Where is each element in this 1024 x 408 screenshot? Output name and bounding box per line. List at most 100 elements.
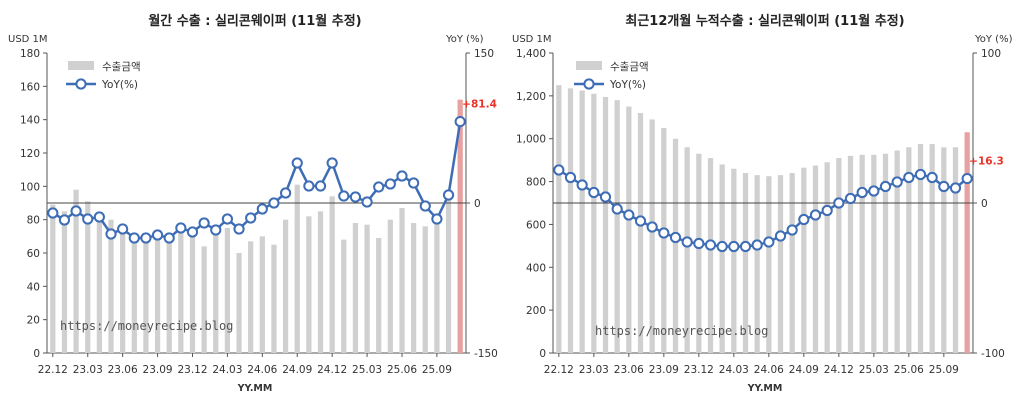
yoy-point <box>279 187 292 199</box>
chart-title: 월간 수출 : 실리콘웨이퍼 (11월 추정) <box>148 13 361 29</box>
bar <box>294 184 300 353</box>
data-label: +16.3 <box>969 156 1004 168</box>
left-tick-label: 160 <box>20 81 40 93</box>
yoy-point <box>373 181 385 193</box>
bar <box>824 162 830 353</box>
bar <box>317 211 324 353</box>
left-tick-label: 20 <box>27 315 40 327</box>
right-axis-unit: YoY (%) <box>445 34 484 45</box>
bar <box>672 138 679 353</box>
yoy-point <box>93 211 105 223</box>
yoy-point <box>233 223 245 235</box>
x-tick-label: 25.03 <box>352 364 382 376</box>
bar <box>882 153 889 353</box>
left-tick-label: 120 <box>20 148 40 160</box>
bar <box>929 144 935 353</box>
bar <box>248 241 254 353</box>
yoy-point <box>163 232 175 244</box>
left-tick-label: 0 <box>539 348 546 360</box>
yoy-point <box>821 204 833 217</box>
bar <box>61 211 68 353</box>
yoy-point <box>140 232 152 244</box>
yoy-point <box>798 213 810 226</box>
x-tick-label: 24.12 <box>824 364 854 376</box>
yoy-point <box>961 172 973 185</box>
left-tick-label: 80 <box>27 215 40 227</box>
yoy-point <box>47 207 59 219</box>
bar <box>224 228 231 353</box>
bar <box>789 173 795 353</box>
yoy-point <box>634 215 647 227</box>
bar <box>154 239 161 353</box>
bar <box>556 85 562 354</box>
yoy-point <box>58 214 71 226</box>
bar <box>579 90 585 353</box>
yoy-point <box>326 157 338 169</box>
yoy-point <box>716 240 728 253</box>
x-axis-title: YY.MM <box>237 383 273 394</box>
yoy-point <box>151 229 164 241</box>
x-tick-label: 22.12 <box>544 364 574 376</box>
yoy-point <box>693 237 705 250</box>
bar <box>411 223 417 353</box>
bar <box>801 167 807 353</box>
bar <box>422 226 428 353</box>
x-tick-label: 22.12 <box>38 364 68 376</box>
yoy-point <box>704 239 717 251</box>
yoy-point <box>175 222 187 234</box>
yoy-point <box>809 209 822 221</box>
yoy-point <box>105 228 117 240</box>
bar <box>952 147 959 353</box>
legend-label: 수출금액 <box>610 61 649 73</box>
right-axis-unit: YoY (%) <box>974 34 1013 45</box>
watermark: https://moneyrecipe.blog <box>60 319 233 333</box>
bar <box>964 132 970 353</box>
yoy-point <box>128 232 140 244</box>
bar <box>341 239 347 353</box>
left-tick-label: 1,200 <box>516 91 546 103</box>
yoy-point <box>774 230 787 242</box>
bar <box>567 88 574 353</box>
x-tick-label: 23.06 <box>108 364 138 376</box>
x-tick-label: 23.06 <box>614 364 644 376</box>
bar <box>894 150 900 353</box>
yoy-point <box>384 178 396 190</box>
yoy-point <box>117 223 129 235</box>
left-axis-unit: USD 1M <box>8 34 48 45</box>
yoy-point <box>728 240 740 253</box>
left-tick-label: 140 <box>20 115 40 127</box>
yoy-point <box>408 177 420 189</box>
bar <box>213 233 219 353</box>
yoy-point <box>419 200 431 212</box>
data-label: +81.4 <box>462 99 497 111</box>
yoy-point <box>564 171 577 184</box>
yoy-point <box>763 236 775 248</box>
bar <box>329 196 335 353</box>
bar <box>120 228 126 353</box>
yoy-point <box>891 176 903 188</box>
x-tick-label: 23.03 <box>579 364 609 376</box>
right-tick-label: 0 <box>981 198 988 210</box>
yoy-point <box>926 171 938 184</box>
legend-bar-swatch <box>68 61 94 70</box>
bar <box>871 154 877 353</box>
yoy-point <box>396 170 408 182</box>
left-tick-label: 600 <box>526 219 546 231</box>
bar <box>941 147 947 353</box>
bar <box>306 216 312 353</box>
bar <box>731 168 737 353</box>
left-tick-label: 0 <box>33 348 40 360</box>
bar <box>387 219 393 353</box>
left-tick-label: 1,000 <box>516 134 546 146</box>
bar <box>591 93 597 353</box>
yoy-point <box>949 182 962 194</box>
yoy-point <box>681 236 693 248</box>
yoy-point <box>833 197 845 209</box>
x-tick-label: 24.03 <box>719 364 749 376</box>
yoy-point <box>914 168 927 181</box>
bar <box>457 99 463 354</box>
bar <box>707 158 714 353</box>
bar <box>917 144 924 353</box>
yoy-point <box>658 227 670 239</box>
yoy-point <box>349 191 362 203</box>
